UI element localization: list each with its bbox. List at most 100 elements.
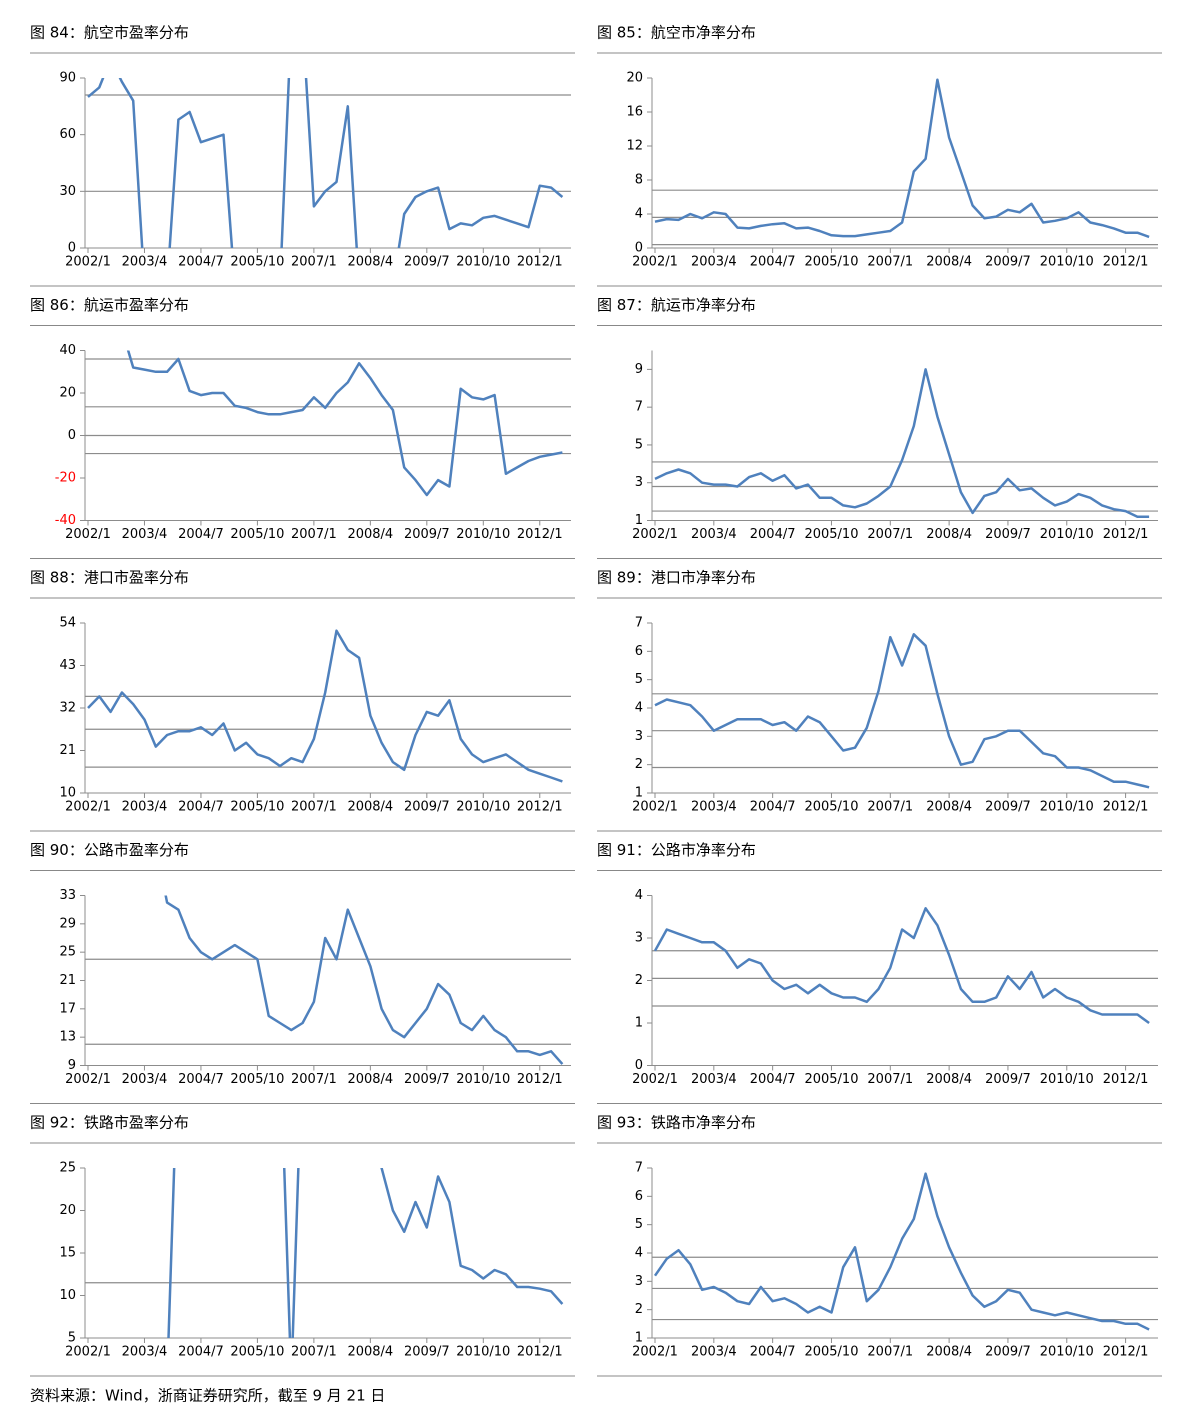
x-tick-label: 2009/7 (404, 255, 450, 270)
y-tick-label: 1 (635, 1331, 643, 1346)
x-tick-label: 2005/10 (230, 527, 284, 542)
x-tick-label: 2003/4 (691, 1345, 737, 1360)
y-tick-label: 5 (635, 672, 643, 687)
chart-title: 图 93：铁路市净率分布 (597, 1114, 756, 1132)
x-tick-label: 2009/7 (404, 1345, 450, 1360)
x-tick-label: 2010/10 (1040, 527, 1094, 542)
x-tick-label: 2010/10 (456, 527, 510, 542)
y-tick-label: 5 (68, 1331, 76, 1346)
y-tick-label: 8 (635, 173, 643, 188)
x-tick-label: 2005/10 (804, 527, 858, 542)
y-tick-label: 0 (635, 241, 643, 256)
x-tick-label: 2010/10 (1040, 1072, 1094, 1087)
x-tick-label: 2004/7 (750, 800, 796, 815)
x-tick-label: 2009/7 (985, 800, 1031, 815)
y-tick-label: 2 (635, 757, 643, 772)
chart-title: 图 88：港口市盈率分布 (30, 569, 189, 587)
data-line (164, 895, 564, 1065)
x-tick-label: 2004/7 (178, 527, 224, 542)
x-tick-label: 2012/1 (517, 255, 563, 270)
x-tick-label: 2003/4 (122, 800, 168, 815)
x-tick-label: 2002/1 (65, 800, 111, 815)
x-tick-label: 2004/7 (750, 1072, 796, 1087)
data-line (654, 633, 1150, 789)
y-tick-label: -20 (55, 471, 76, 486)
data-line (654, 368, 1150, 518)
x-tick-label: 2004/7 (750, 527, 796, 542)
y-tick-label: 0 (635, 1058, 643, 1073)
x-tick-label: 2005/10 (230, 1345, 284, 1360)
chart-title: 图 92：铁路市盈率分布 (30, 1114, 189, 1132)
x-tick-label: 2012/1 (517, 800, 563, 815)
y-tick-label: 1 (635, 786, 643, 801)
chart-title: 图 91：公路市净率分布 (597, 841, 756, 859)
x-tick-label: 2007/1 (291, 1345, 337, 1360)
y-tick-label: 90 (59, 71, 76, 86)
x-tick-label: 2003/4 (691, 255, 737, 270)
y-tick-label: 4 (635, 701, 643, 716)
x-tick-label: 2010/10 (456, 255, 510, 270)
x-tick-label: 2007/1 (291, 1072, 337, 1087)
y-tick-label: 33 (59, 888, 76, 903)
y-tick-label: 12 (626, 139, 643, 154)
x-tick-label: 2005/10 (230, 1072, 284, 1087)
x-tick-label: 2009/7 (985, 1072, 1031, 1087)
y-tick-label: 4 (635, 1246, 643, 1261)
data-line (654, 78, 1150, 239)
x-tick-label: 2003/4 (691, 527, 737, 542)
x-tick-label: 2007/1 (291, 800, 337, 815)
x-tick-label: 2008/4 (347, 527, 393, 542)
data-line (87, 78, 564, 248)
x-tick-label: 2008/4 (347, 255, 393, 270)
y-tick-label: 10 (59, 786, 76, 801)
x-tick-label: 2004/7 (178, 1345, 224, 1360)
y-tick-label: 0 (68, 428, 76, 443)
y-tick-label: 29 (59, 916, 76, 931)
y-tick-label: 7 (635, 400, 643, 415)
x-tick-label: 2008/4 (347, 1072, 393, 1087)
y-tick-label: 20 (59, 1203, 76, 1218)
x-tick-label: 2002/1 (65, 255, 111, 270)
x-tick-label: 2009/7 (985, 1345, 1031, 1360)
y-tick-label: 32 (59, 701, 76, 716)
y-tick-label: 7 (635, 616, 643, 631)
x-tick-label: 2007/1 (867, 800, 913, 815)
x-tick-label: 2005/10 (804, 255, 858, 270)
x-tick-label: 2002/1 (632, 800, 678, 815)
x-tick-label: 2010/10 (456, 1345, 510, 1360)
y-tick-label: 5 (635, 1217, 643, 1232)
x-tick-label: 2002/1 (65, 527, 111, 542)
x-tick-label: 2012/1 (517, 1072, 563, 1087)
y-tick-label: 3 (635, 1274, 643, 1289)
x-tick-label: 2004/7 (750, 255, 796, 270)
x-tick-label: 2010/10 (1040, 1345, 1094, 1360)
y-tick-label: 3 (635, 475, 643, 490)
x-tick-label: 2005/10 (804, 800, 858, 815)
x-tick-label: 2002/1 (65, 1072, 111, 1087)
y-tick-label: 10 (59, 1288, 76, 1303)
y-tick-label: 4 (635, 888, 643, 903)
y-tick-label: 5 (635, 437, 643, 452)
x-tick-label: 2002/1 (65, 1345, 111, 1360)
y-tick-label: 7 (635, 1161, 643, 1176)
x-tick-label: 2007/1 (291, 255, 337, 270)
x-tick-label: 2008/4 (926, 1072, 972, 1087)
y-tick-label: 15 (59, 1246, 76, 1261)
x-tick-label: 2003/4 (122, 1345, 168, 1360)
x-tick-label: 2002/1 (632, 1072, 678, 1087)
x-tick-label: 2005/10 (230, 800, 284, 815)
x-tick-label: 2007/1 (867, 1072, 913, 1087)
data-line (653, 1172, 1150, 1331)
y-tick-label: 16 (626, 105, 643, 120)
y-tick-label: 9 (635, 362, 643, 377)
y-tick-label: 1 (635, 1016, 643, 1031)
x-tick-label: 2012/1 (1103, 1072, 1149, 1087)
x-tick-label: 2004/7 (178, 255, 224, 270)
y-tick-label: 54 (59, 616, 76, 631)
x-tick-label: 2005/10 (230, 255, 284, 270)
x-tick-label: 2012/1 (517, 527, 563, 542)
chart-title: 图 85：航空市净率分布 (597, 24, 756, 42)
x-tick-label: 2002/1 (632, 255, 678, 270)
y-tick-label: 2 (635, 973, 643, 988)
y-tick-label: 20 (59, 386, 76, 401)
